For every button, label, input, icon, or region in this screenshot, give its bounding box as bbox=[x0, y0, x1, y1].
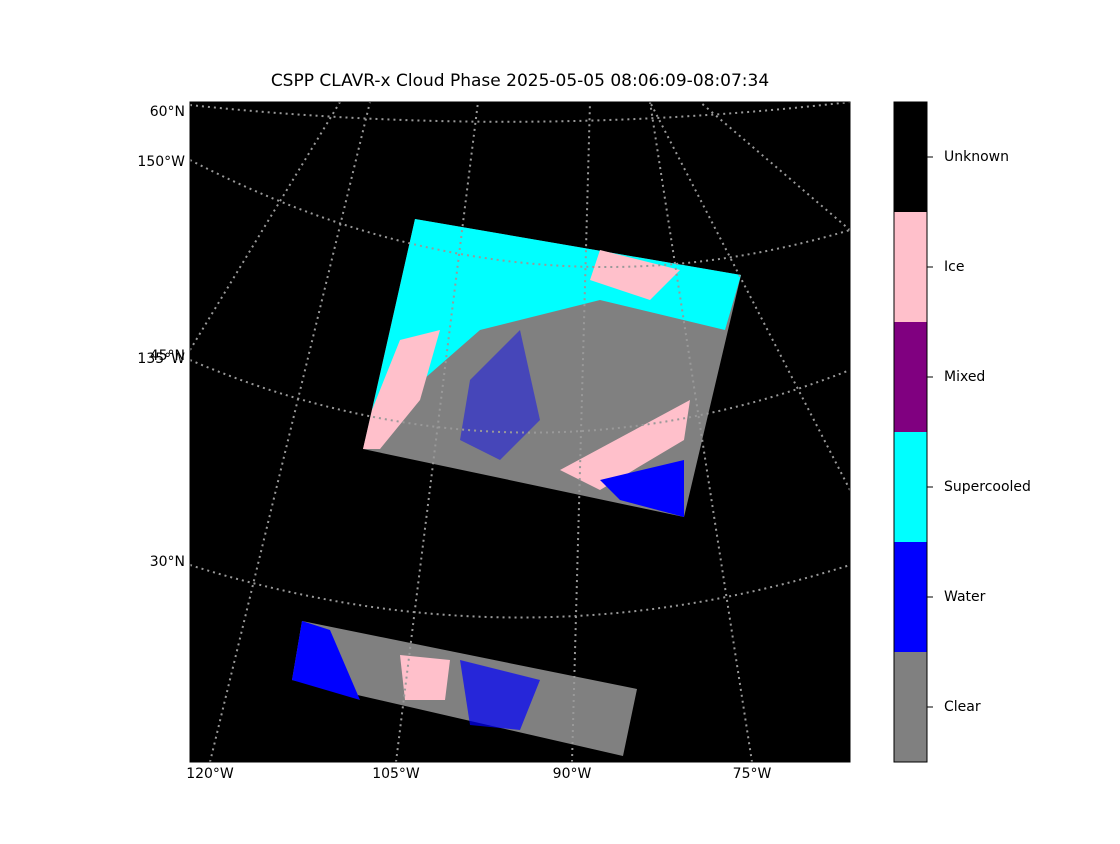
latitude-line bbox=[190, 159, 850, 269]
swath-patch bbox=[363, 330, 440, 449]
colorbar-segment bbox=[894, 212, 927, 322]
lat-lon-label: 150°W bbox=[137, 154, 185, 170]
graticule bbox=[190, 102, 850, 762]
lat-lon-label: 45°N bbox=[150, 348, 185, 364]
axis-labels: 60°N 150°W 135°W45°N 30°N 120°W 105°W 90°W 75°W bbox=[137, 104, 771, 782]
swaths bbox=[292, 219, 741, 756]
lat-lon-label: 30°N bbox=[150, 554, 185, 570]
swath-patch bbox=[600, 460, 684, 517]
colorbar-label: Ice bbox=[944, 259, 964, 275]
colorbar-segment bbox=[894, 652, 927, 762]
colorbar-label: Clear bbox=[944, 699, 981, 715]
meridian bbox=[190, 102, 341, 351]
swath-patch bbox=[460, 660, 540, 730]
lon-label: 120°W bbox=[186, 766, 234, 782]
latitude-line bbox=[190, 102, 850, 123]
colorbar-segment bbox=[894, 432, 927, 542]
lat-lon-label: 135°W bbox=[137, 351, 185, 367]
colorbar-label: Water bbox=[944, 589, 986, 605]
colorbar: Unknown Ice Mixed Supercooled Water Clear bbox=[893, 101, 1031, 763]
colorbar-frame bbox=[893, 101, 928, 763]
lat-lon-label: 60°N bbox=[150, 104, 185, 120]
meridian bbox=[209, 102, 371, 762]
lon-label: 75°W bbox=[733, 766, 772, 782]
colorbar-label: Mixed bbox=[944, 369, 985, 385]
latitude-line bbox=[190, 564, 850, 619]
lon-label: 90°W bbox=[553, 766, 592, 782]
title: CSPP CLAVR-x Cloud Phase 2025-05-05 08:0… bbox=[271, 71, 769, 91]
map-frame bbox=[189, 101, 851, 763]
meridian bbox=[649, 102, 850, 491]
colorbar-segment bbox=[894, 542, 927, 652]
swath-patch bbox=[400, 655, 450, 700]
colorbar-label: Unknown bbox=[944, 149, 1009, 165]
meridian bbox=[571, 102, 591, 762]
swath-patch bbox=[460, 330, 540, 460]
swath-patch bbox=[590, 250, 680, 300]
swath-patch bbox=[560, 400, 690, 490]
colorbar-segment bbox=[894, 102, 927, 212]
colorbar-label: Supercooled bbox=[944, 479, 1031, 495]
swath-patch bbox=[292, 621, 360, 700]
lon-label: 105°W bbox=[372, 766, 420, 782]
colorbar-segment bbox=[894, 322, 927, 432]
